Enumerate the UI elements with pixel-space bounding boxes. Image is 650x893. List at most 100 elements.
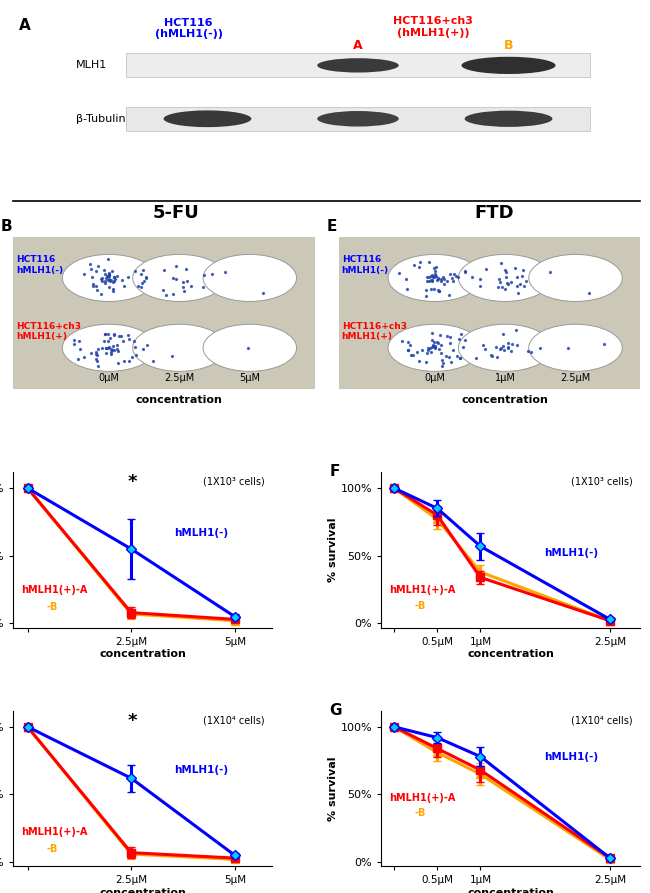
Point xyxy=(159,263,169,278)
Point xyxy=(106,346,116,361)
Point xyxy=(512,338,522,352)
Point xyxy=(564,341,574,355)
Point xyxy=(416,343,426,357)
Point xyxy=(99,327,110,341)
Point xyxy=(114,329,124,343)
Point xyxy=(106,273,116,288)
Point xyxy=(434,271,444,286)
Point xyxy=(103,334,113,348)
Point xyxy=(101,269,112,283)
Point xyxy=(431,260,441,274)
Y-axis label: % survival: % survival xyxy=(328,517,337,582)
Point xyxy=(422,346,432,360)
Point xyxy=(428,339,439,354)
Point xyxy=(427,270,437,284)
X-axis label: concentration: concentration xyxy=(99,888,186,893)
Point xyxy=(423,343,434,357)
Point xyxy=(494,275,504,289)
Point xyxy=(258,286,268,300)
Point xyxy=(96,287,107,301)
Point xyxy=(130,264,140,279)
Circle shape xyxy=(133,324,226,371)
Point xyxy=(512,270,522,284)
Circle shape xyxy=(388,324,482,371)
Text: -B: -B xyxy=(415,601,426,611)
Point xyxy=(129,334,139,348)
Point xyxy=(109,328,120,342)
Point xyxy=(499,263,510,278)
Point xyxy=(79,349,89,363)
Text: 0μM: 0μM xyxy=(99,372,120,383)
Point xyxy=(101,341,111,355)
Point xyxy=(424,274,434,288)
Point xyxy=(396,334,407,348)
Point xyxy=(493,280,504,294)
Point xyxy=(448,266,459,280)
Point xyxy=(426,274,437,288)
Point xyxy=(424,270,434,284)
Text: HCT116+ch3
(hMLH1(+)): HCT116+ch3 (hMLH1(+)) xyxy=(393,16,473,38)
Point xyxy=(437,359,447,373)
Point xyxy=(402,335,413,349)
Point xyxy=(426,281,436,296)
Point xyxy=(460,264,471,279)
Point xyxy=(491,340,502,355)
Point xyxy=(432,273,443,288)
Circle shape xyxy=(203,324,296,371)
Point xyxy=(127,350,137,364)
Point xyxy=(100,327,110,341)
Point xyxy=(535,341,545,355)
Point xyxy=(454,351,465,365)
Text: (1X10³ cells): (1X10³ cells) xyxy=(571,477,632,487)
Ellipse shape xyxy=(317,111,398,127)
Point xyxy=(456,327,466,341)
Ellipse shape xyxy=(164,111,252,127)
Point xyxy=(136,280,147,294)
Point xyxy=(427,273,437,288)
Point xyxy=(166,348,177,363)
Text: hMLH1(+)-A: hMLH1(+)-A xyxy=(21,827,87,837)
Ellipse shape xyxy=(317,58,398,72)
Circle shape xyxy=(458,324,552,371)
Point xyxy=(506,337,517,351)
Point xyxy=(584,286,594,300)
Point xyxy=(110,271,120,286)
Point xyxy=(133,280,144,294)
Point xyxy=(424,255,434,269)
Point xyxy=(429,281,439,296)
Point xyxy=(442,329,452,343)
Point xyxy=(92,358,103,372)
Point xyxy=(439,277,450,291)
Point xyxy=(433,337,443,351)
Point xyxy=(105,273,115,288)
Point xyxy=(430,269,441,283)
Text: A: A xyxy=(353,38,363,52)
Point xyxy=(421,274,432,288)
X-axis label: concentration: concentration xyxy=(467,649,554,659)
Text: (1X10⁴ cells): (1X10⁴ cells) xyxy=(571,715,632,725)
Text: hMLH1(+)-A: hMLH1(+)-A xyxy=(389,793,455,803)
Point xyxy=(430,340,440,355)
Text: concentration: concentration xyxy=(461,395,548,405)
Point xyxy=(96,272,106,287)
Point xyxy=(421,283,432,297)
Point xyxy=(112,269,123,283)
Point xyxy=(488,349,498,363)
Circle shape xyxy=(133,255,226,302)
Point xyxy=(243,341,254,355)
Circle shape xyxy=(62,255,156,302)
Text: B: B xyxy=(504,38,514,52)
Point xyxy=(158,283,168,297)
Point xyxy=(445,330,455,345)
Point xyxy=(502,276,512,290)
Point xyxy=(86,263,96,277)
Text: HCT116
(hMLH1(-)): HCT116 (hMLH1(-)) xyxy=(155,18,223,39)
Point xyxy=(103,340,114,355)
Point xyxy=(69,337,79,351)
Point xyxy=(430,267,440,281)
Point xyxy=(168,287,178,301)
Bar xyxy=(126,54,590,78)
Point xyxy=(74,334,85,348)
Point xyxy=(426,346,436,360)
Point xyxy=(109,343,120,357)
